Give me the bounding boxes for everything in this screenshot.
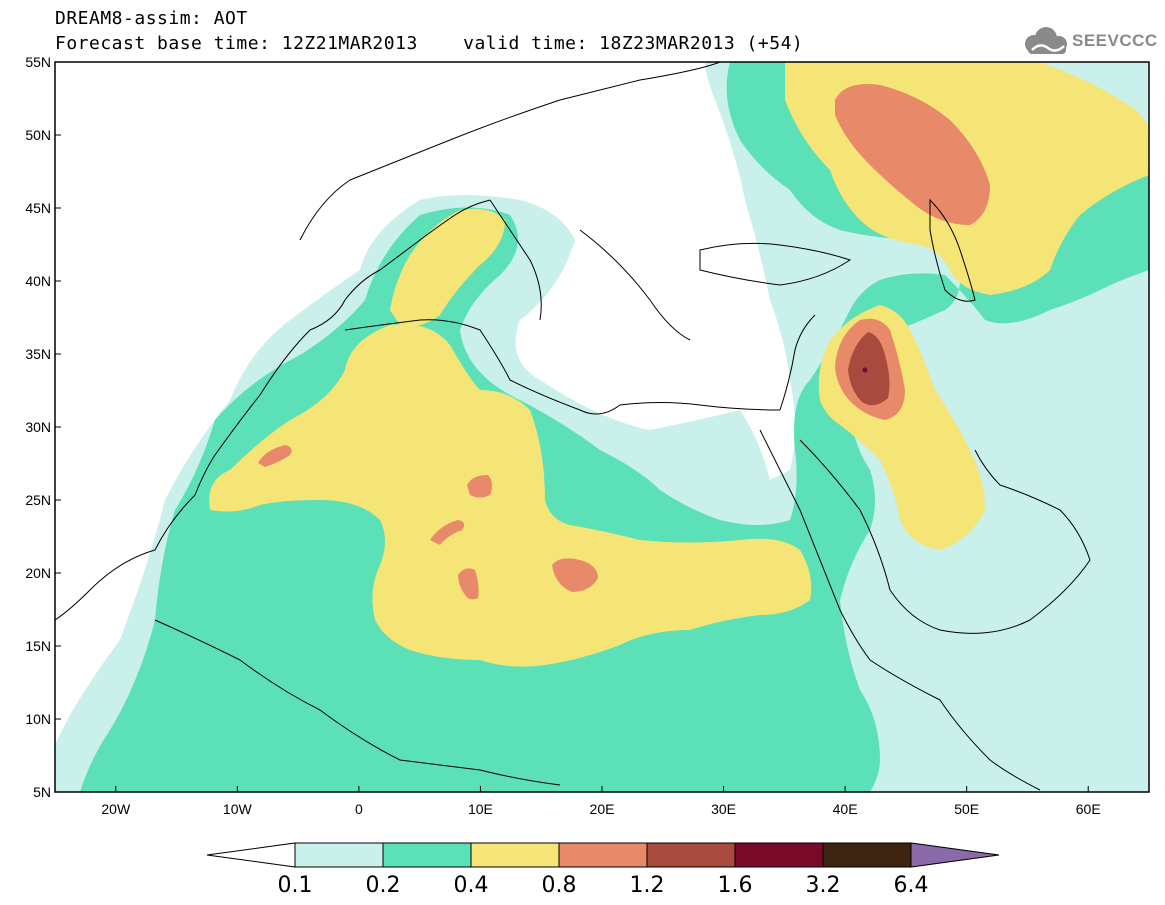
cloud-icon xyxy=(1025,27,1067,54)
lat-tick-label: 40N xyxy=(25,273,51,289)
colorbar-label: 1.2 xyxy=(630,873,665,898)
aot-band-1.2-iraq xyxy=(848,332,890,406)
colorbar-label: 6.4 xyxy=(894,873,929,898)
lon-tick-label: 50E xyxy=(954,801,979,817)
lat-tick-label: 30N xyxy=(25,419,51,435)
colorbar-label: 0.2 xyxy=(366,873,401,898)
lon-tick-label: 0 xyxy=(355,801,363,817)
coastline-europe xyxy=(299,62,721,241)
lon-tick-label: 20E xyxy=(590,801,615,817)
aot-band-0.8-patch-3 xyxy=(430,520,465,545)
lat-tick-label: 35N xyxy=(25,346,51,362)
lat-tick-label: 10N xyxy=(25,711,51,727)
lat-tick-label: 55N xyxy=(25,54,51,70)
colorbar-low-arrow xyxy=(206,842,296,868)
aot-band-0.8-patch-2 xyxy=(467,475,493,498)
logo-text: SEEVCCC xyxy=(1072,31,1158,50)
latitude-axis: 55N 50N 45N 40N 35N 30N 25N 20N 15N 10N 5N xyxy=(25,54,61,800)
colorbar-swatch xyxy=(646,842,736,868)
colorbar-swatch xyxy=(734,842,824,868)
lat-tick-label: 5N xyxy=(33,784,51,800)
lat-tick-label: 50N xyxy=(25,127,51,143)
colorbar-label: 0.1 xyxy=(278,873,313,898)
colorbar-swatch xyxy=(822,842,912,868)
coastline-west-africa xyxy=(55,299,346,621)
coastline-north-africa xyxy=(344,319,781,415)
forecast-time-line: Forecast base time: 12Z21MAR2013 valid t… xyxy=(55,33,804,54)
map-plot-area xyxy=(55,62,1149,792)
colorbar-high-arrow xyxy=(910,842,1000,868)
aot-band-0.8-caspian xyxy=(835,84,990,225)
coastline-italy xyxy=(489,199,542,321)
lat-tick-label: 25N xyxy=(25,492,51,508)
lat-tick-label: 20N xyxy=(25,565,51,581)
aot-band-0.2 xyxy=(80,62,1149,792)
colorbar-swatch xyxy=(294,842,384,868)
lon-tick-label: 30E xyxy=(711,801,736,817)
aot-band-1.6-iraq xyxy=(862,367,868,373)
aot-band-0.4-sahara xyxy=(209,324,812,667)
aot-colorbar: 0.1 0.2 0.4 0.8 1.2 1.6 3.2 6.4 xyxy=(206,842,1000,898)
colorbar-swatch xyxy=(470,842,560,868)
colorbar-label: 0.8 xyxy=(542,873,577,898)
colorbar-label: 3.2 xyxy=(806,873,841,898)
colorbar-swatch xyxy=(558,842,648,868)
aot-band-0.8-patch-5 xyxy=(552,558,598,592)
coastline-levant xyxy=(779,314,816,411)
colorbar-label: 0.4 xyxy=(454,873,489,898)
aot-band-0.8-patch-4 xyxy=(458,568,479,600)
colorbar-label: 1.6 xyxy=(718,873,753,898)
aot-band-0.4-iberia xyxy=(390,208,505,327)
lon-tick-label: 10W xyxy=(223,801,253,817)
coastline-iberia xyxy=(344,199,491,301)
longitude-axis: 20W 10W 0 10E 20E 30E 40E 50E 60E xyxy=(101,786,1101,817)
coastline-arabia xyxy=(799,439,1091,634)
lon-tick-label: 60E xyxy=(1076,801,1101,817)
coastline-horn-of-africa xyxy=(869,659,1041,791)
lat-tick-label: 45N xyxy=(25,200,51,216)
coastline-balkans xyxy=(579,229,691,341)
coastline-black-sea xyxy=(699,242,852,286)
coastline-gulf-of-guinea xyxy=(154,619,561,786)
lat-tick-label: 15N xyxy=(25,638,51,654)
coastline-caspian xyxy=(929,198,976,302)
aot-band-0.8-patch-1 xyxy=(258,445,292,467)
lon-tick-label: 40E xyxy=(833,801,858,817)
map-title: DREAM8-assim: AOT xyxy=(55,8,248,29)
coastline-red-sea xyxy=(759,429,871,661)
lon-tick-label: 10E xyxy=(468,801,493,817)
colorbar-swatch xyxy=(382,842,472,868)
lon-tick-label: 20W xyxy=(101,801,131,817)
